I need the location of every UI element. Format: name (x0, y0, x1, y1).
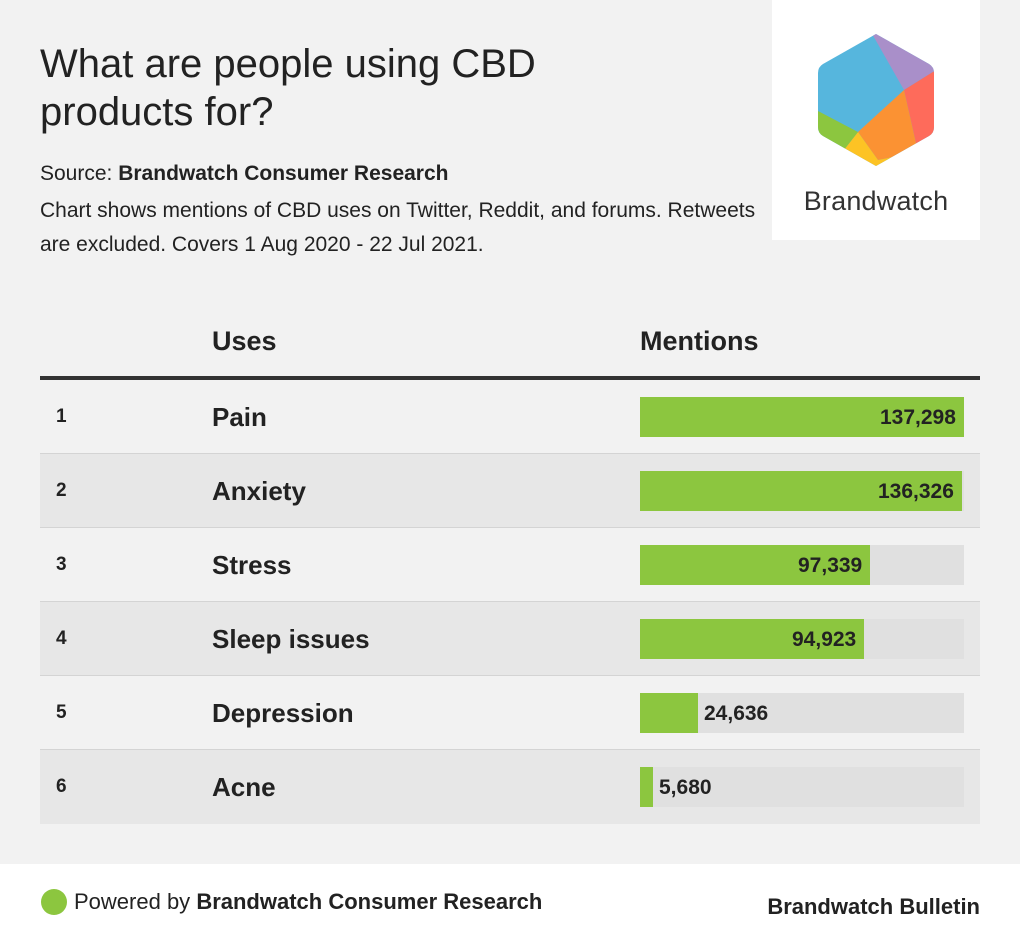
table-header: Uses Mentions (40, 320, 980, 380)
row-rank: 4 (56, 628, 67, 649)
row-use-label: Sleep issues (212, 624, 370, 654)
bar-track: 136,326 (640, 471, 964, 511)
brandwatch-logo: Brandwatch (772, 0, 980, 240)
column-header-mentions: Mentions (640, 326, 759, 356)
powered-by: Powered by Brandwatch Consumer Research (74, 889, 542, 915)
table-row: 5 Depression 24,636 (40, 676, 980, 750)
bar-value-label: 24,636 (704, 702, 769, 725)
table-row: 3 Stress 97,339 (40, 528, 980, 602)
bar-value-label: 136,326 (878, 480, 954, 503)
header: What are people using CBD products for? … (40, 40, 760, 262)
bar-value-label: 137,298 (880, 406, 956, 429)
bulletin-label: Brandwatch Bulletin (767, 894, 980, 919)
bar-stress (640, 545, 870, 585)
footer: Powered by Brandwatch Consumer Research … (0, 864, 1020, 946)
table-body: 1 Pain 137,298 2 Anxiety 136,326 3 Stress 97,339… (40, 380, 980, 824)
row-use-label: Pain (212, 402, 267, 432)
bar-value-label: 94,923 (792, 628, 857, 651)
bar-pain (640, 397, 964, 437)
bar-track: 94,923 (640, 619, 964, 659)
powered-name: Brandwatch Consumer Research (196, 889, 543, 914)
source-name: Brandwatch Consumer Research (118, 162, 449, 185)
bar-track: 5,680 (640, 767, 964, 807)
bar-track: 137,298 (640, 397, 964, 437)
bar-track: 24,636 (640, 693, 964, 733)
row-use-label: Stress (212, 550, 292, 580)
row-rank: 2 (56, 480, 67, 501)
row-rank: 1 (56, 406, 67, 427)
source-line: Source: Brandwatch Consumer Research (40, 160, 760, 188)
row-rank: 5 (56, 702, 67, 723)
bar-depression (640, 693, 698, 733)
bar-value-label: 97,339 (798, 554, 863, 577)
row-use-label: Anxiety (212, 476, 306, 506)
table-row: 1 Pain 137,298 (40, 380, 980, 454)
green-dot-icon (41, 889, 67, 915)
mentions-table: Uses Mentions 1 Pain 137,298 2 Anxiety 136,32… (40, 320, 980, 824)
row-use-label: Acne (212, 772, 276, 802)
row-rank: 6 (56, 776, 67, 797)
powered-prefix: Powered by (74, 889, 191, 914)
table-row: 2 Anxiety 136,326 (40, 454, 980, 528)
bar-value-label: 5,680 (659, 776, 712, 799)
page-title: What are people using CBD products for? (40, 42, 536, 134)
bar-sleep-issues (640, 619, 864, 659)
table-row: 4 Sleep issues 94,923 (40, 602, 980, 676)
row-use-label: Depression (212, 698, 354, 728)
bar-anxiety (640, 471, 962, 511)
chart-description: Chart shows mentions of CBD uses on Twit… (40, 199, 756, 256)
column-header-uses: Uses (212, 326, 277, 356)
bar-track: 97,339 (640, 545, 964, 585)
source-prefix: Source: (40, 162, 113, 185)
table-row: 6 Acne 5,680 (40, 750, 980, 824)
bar-acne (640, 767, 653, 807)
brandwatch-hexagon-icon (818, 34, 934, 166)
row-rank: 3 (56, 554, 67, 575)
logo-wordmark: Brandwatch (803, 186, 949, 216)
